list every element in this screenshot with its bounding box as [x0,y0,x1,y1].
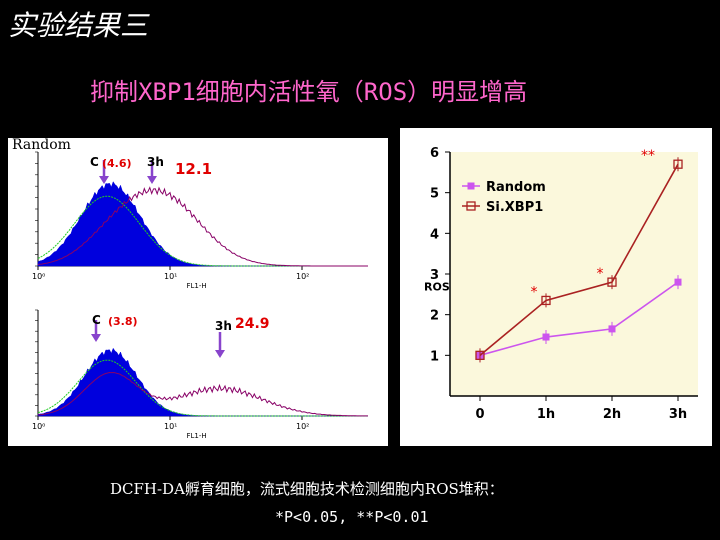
footer-method-text: DCFH-DA孵育细胞，流式细胞技术检测细胞内ROS堆积： [110,480,504,498]
chart-plot-area [450,152,698,396]
chart-y-axis-label: ROS [424,280,450,293]
histogram-sixbp1: 10⁰ 10¹ 10² FL1-H [32,309,368,440]
chart-y-tick-label: 4 [430,227,439,242]
slide-title: 实验结果三 [8,9,149,42]
chart-point [541,295,551,306]
slide-subtitle: 抑制XBP1细胞内活性氧（ROS）明显增高 [90,78,528,106]
ros-line-chart-panel: 1 2 3 4 5 6 0 1h 2h 3h ROS * * ** Random Si.XBP1 [400,128,712,446]
histogram-random-control-value: (4.6) [102,157,132,170]
chart-point [542,333,550,341]
histogram-sixbp1-control-label: C [92,313,101,327]
chart-series-line [479,163,679,356]
histogram-random-label: Random [12,137,71,153]
histogram-sixbp1-treated-label: 3h [215,319,232,333]
chart-point [674,278,682,286]
histogram-sixbp1-label: Si.XBP1 [8,293,66,309]
chart-x-tick-label: 2h [603,407,621,422]
chart-legend-swatch [467,182,475,190]
histogram-sixbp1-panel: 10⁰ 10¹ 10² FL1-H [8,296,388,446]
chart-x-tick-label: 1h [537,407,555,422]
chart-y-tick-label: 3 [430,268,439,283]
histogram-arrow-head [99,176,109,184]
chart-point [673,159,683,169]
chart-x-tick-label: 0 [475,407,484,422]
histogram-control-outline [37,359,368,417]
histogram-random-control-label: C [90,155,99,169]
histogram-x-tick-label: 10⁰ [32,422,45,431]
histogram-random: 10⁰ 10¹ 10² FL1-H [32,151,368,290]
histogram-control-fill [37,347,368,417]
chart-series-line [479,281,679,357]
histogram-arrow-head [147,176,157,184]
histogram-treated-outline [37,186,368,267]
histogram-random-treated-label: 3h [147,155,164,169]
chart-significance-annotation: ** [641,148,655,164]
chart-legend-label: Random [486,180,546,195]
chart-y-tick-label: 6 [430,146,439,161]
histogram-sixbp1-treated-value: 24.9 [235,316,270,332]
histogram-x-axis-label: FL1-H [187,432,207,440]
histogram-x-tick-label: 10² [296,422,309,431]
histogram-random-panel: 10⁰ 10¹ 10² FL1-H [8,138,388,296]
histogram-x-axis-label: FL1-H [187,282,207,290]
chart-y-tick-label: 2 [430,309,439,324]
histogram-x-tick-label: 10² [296,272,309,281]
chart-point [475,350,485,360]
histogram-treated-outline [37,371,368,417]
histogram-arrow-head [91,334,101,342]
chart-significance-annotation: * [597,266,604,282]
footer-significance-text: *P<0.05, **P<0.01 [275,508,429,526]
chart-point [607,277,617,287]
histogram-control-fill [37,181,368,267]
chart-legend-label: Si.XBP1 [486,200,543,215]
histogram-x-tick-label: 10¹ [164,272,177,281]
chart-significance-annotation: * [531,284,538,300]
histogram-x-tick-label: 10⁰ [32,272,45,281]
histogram-x-tick-label: 10¹ [164,422,177,431]
histogram-arrow-head [215,350,225,358]
chart-legend-swatch [466,201,476,211]
histogram-sixbp1-control-value: (3.8) [108,315,138,328]
chart-x-tick-label: 3h [669,407,687,422]
chart-y-tick-label: 1 [430,349,439,364]
chart-y-tick-label: 5 [430,187,439,202]
histogram-random-treated-value: 12.1 [175,160,213,178]
chart-point [608,325,616,333]
